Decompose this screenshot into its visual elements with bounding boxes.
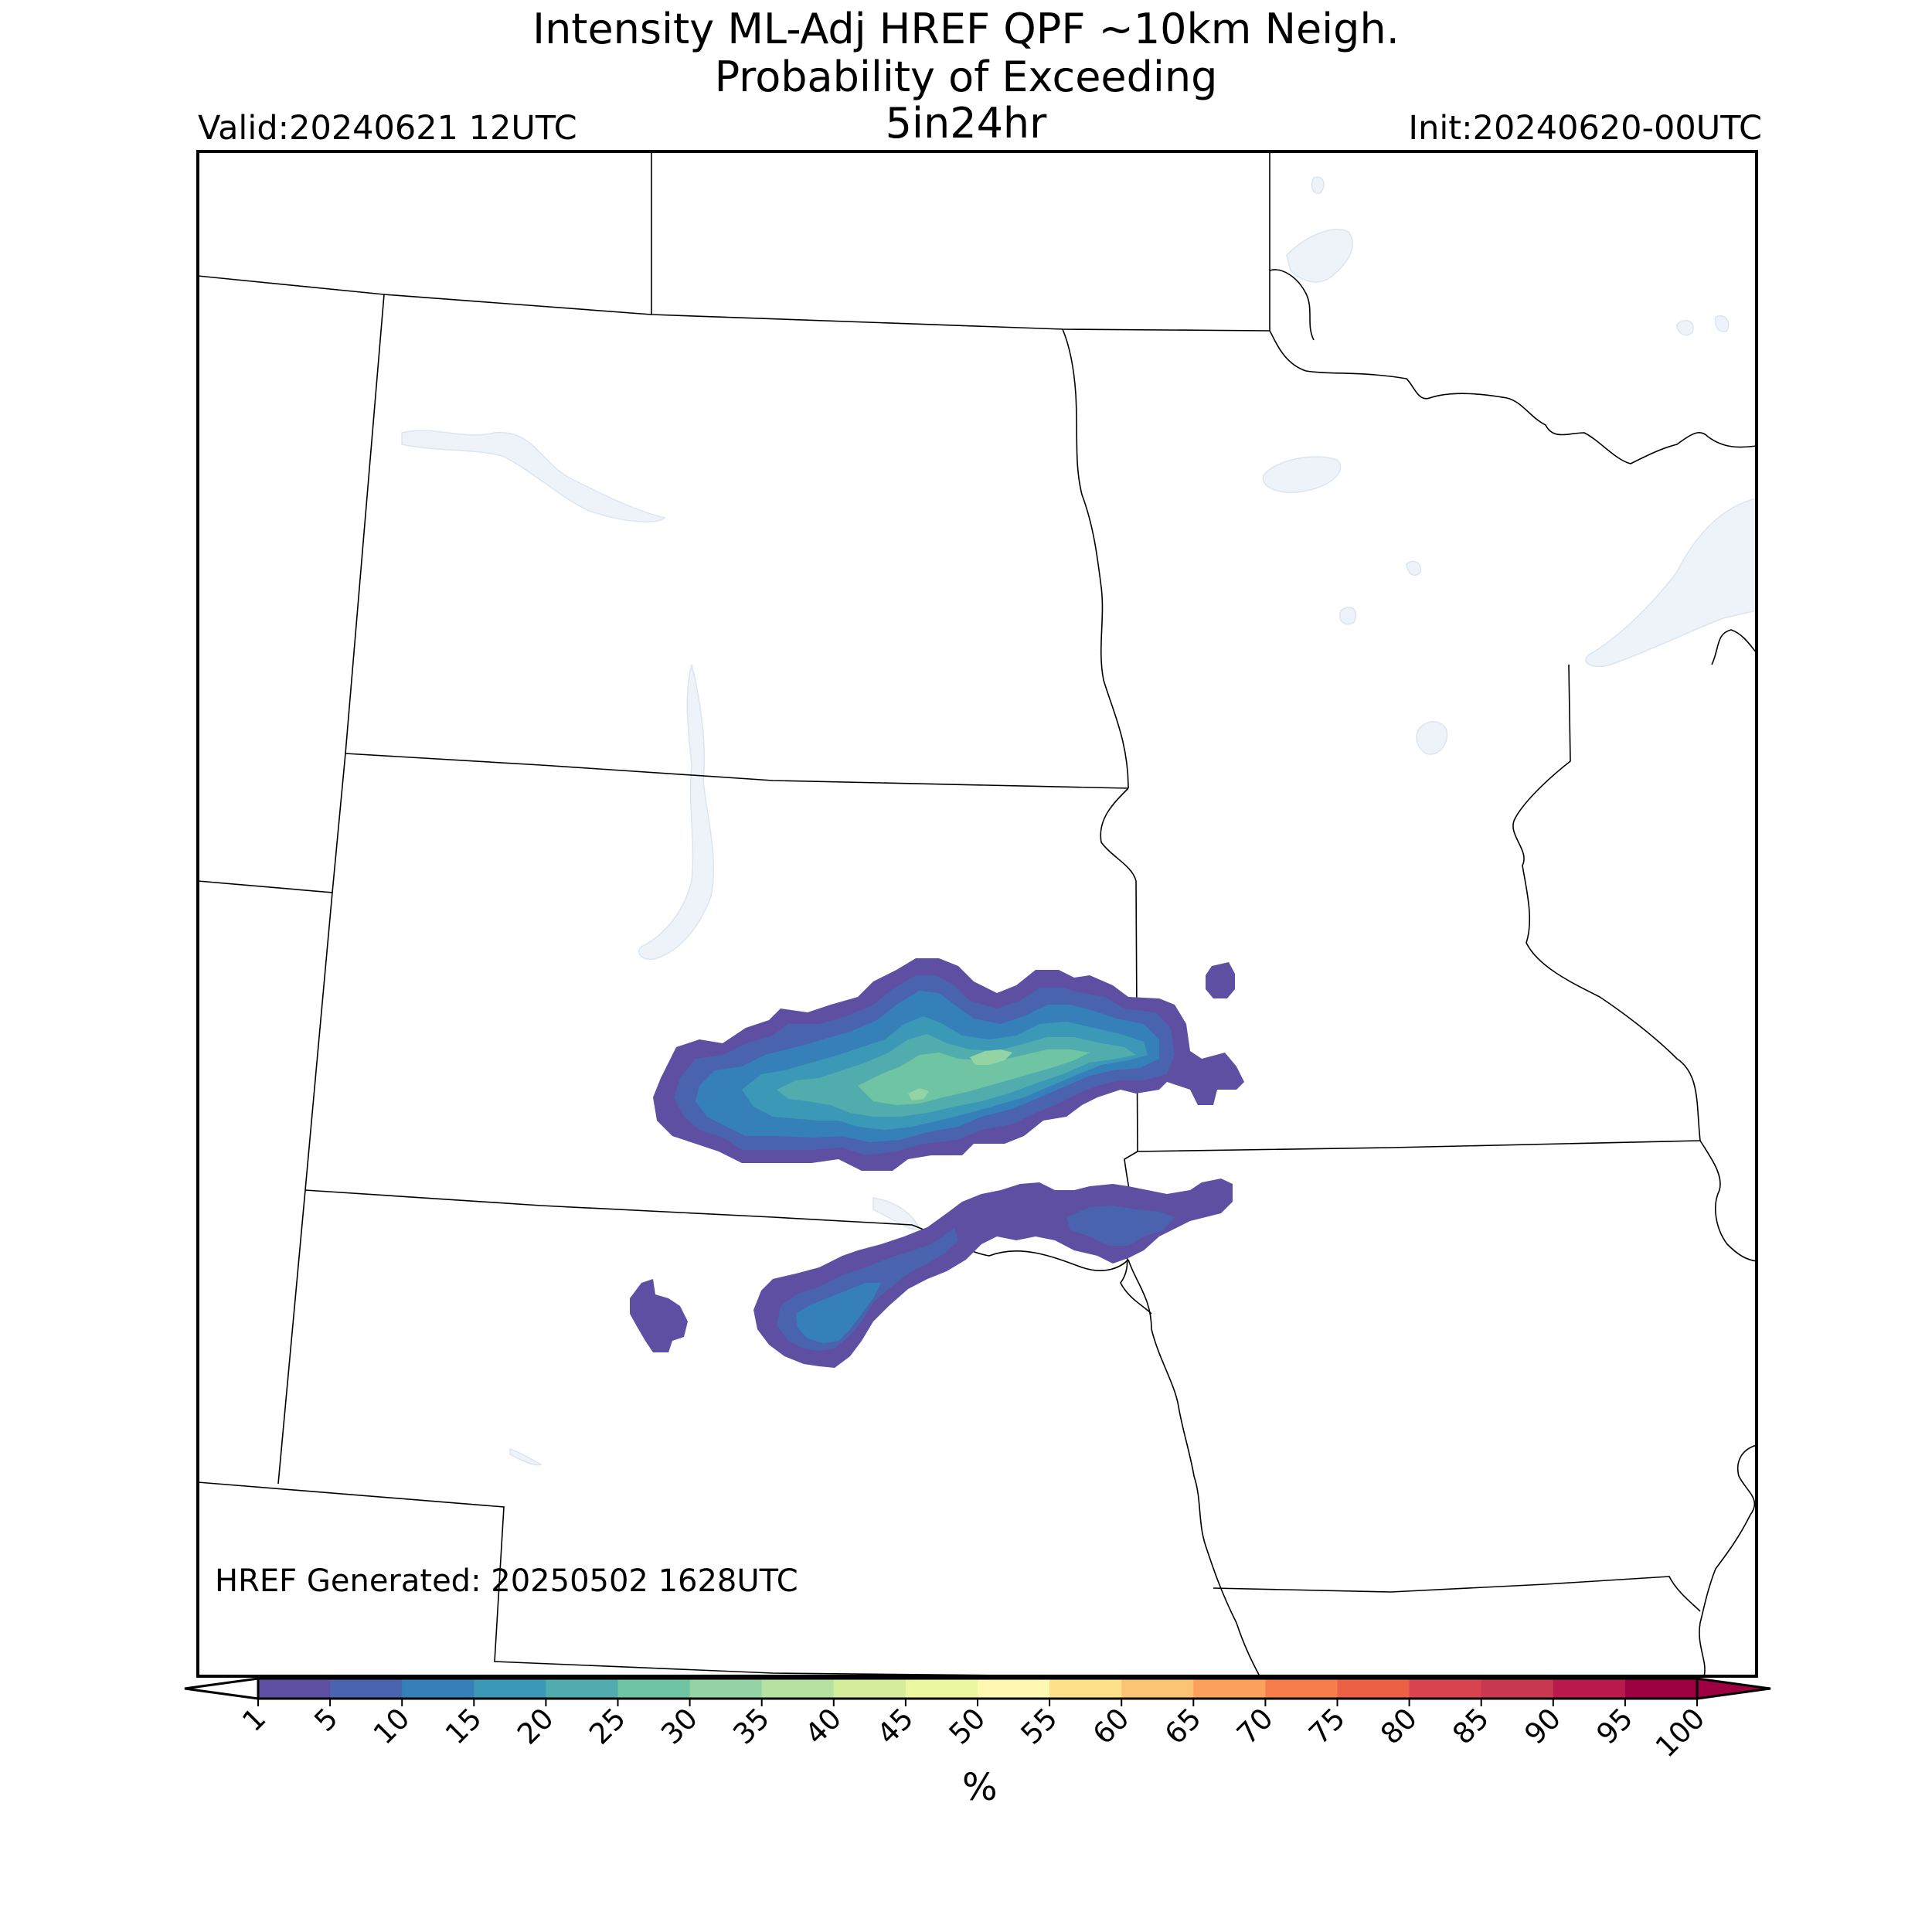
lake-of-the-woods: [1286, 229, 1353, 283]
colorbar-swatch: [761, 1679, 835, 1699]
mille-lacs: [1416, 721, 1448, 755]
colorbar-swatch: [1121, 1679, 1194, 1699]
colorbar-tick-label: 90: [1518, 1702, 1567, 1751]
colorbar-tick-label: 25: [583, 1702, 632, 1751]
map-frame: [196, 150, 1758, 1678]
colorbar-tick-label: 95: [1590, 1702, 1640, 1751]
colorbar-unit: %: [962, 1766, 998, 1809]
colorbar: 1 5 10 15 20 25 30 35 40 45 50 55 60 65 70 75 80 85 90 95 10…: [184, 1677, 1771, 1764]
colorbar-tick-label: 80: [1374, 1702, 1423, 1751]
northern-band-30pct: [970, 1049, 1012, 1065]
colorbar-extend-high: [1696, 1677, 1771, 1700]
colorbar-tick-label: 45: [871, 1702, 920, 1751]
mn-small-lakes: [1311, 176, 1730, 625]
colorbar-tick-label: 70: [1230, 1702, 1280, 1751]
colorbar-swatch: [617, 1679, 691, 1699]
colorbar-swatch: [1409, 1679, 1482, 1699]
probability-field: [630, 958, 1244, 1368]
colorbar-tick-label: 85: [1446, 1702, 1495, 1751]
colorbar-swatch: [1265, 1679, 1338, 1699]
lake-oahe: [638, 664, 715, 960]
colorbar-tick-label: 10: [367, 1702, 417, 1751]
colorbar-tick-label: 65: [1158, 1702, 1208, 1751]
lake-superior: [1585, 498, 1757, 668]
colorbar-swatch: [1193, 1679, 1266, 1699]
colorbar-tick-label: 5: [308, 1702, 344, 1738]
colorbar-tick-label: 1: [236, 1702, 272, 1738]
state-borders: [198, 151, 1757, 1676]
colorbar-swatch: [546, 1679, 618, 1699]
colorbar-swatch: [689, 1679, 763, 1699]
western-cell: [630, 1279, 688, 1352]
colorbar-tick-label: 50: [943, 1702, 992, 1751]
lewis-clark-lake: [872, 1197, 921, 1230]
colorbar-tick-label: 15: [439, 1702, 488, 1751]
colorbar-swatch: [474, 1679, 546, 1699]
colorbar-swatch: [1553, 1679, 1626, 1699]
colorbar-swatch: [1049, 1679, 1122, 1699]
northeast-cell: [1206, 962, 1235, 998]
colorbar-tick-label: 55: [1015, 1702, 1064, 1751]
colorbar-swatch: [978, 1679, 1050, 1699]
southern-band-5pct-b: [1066, 1206, 1175, 1246]
colorbar-swatch: [258, 1679, 331, 1699]
colorbar-swatch: [833, 1679, 906, 1699]
title-line-2: Probability of Exceeding: [714, 53, 1218, 101]
valid-time: Valid:20240621 12UTC: [198, 109, 577, 148]
colorbar-swatch: [1337, 1679, 1410, 1699]
colorbar-swatch: [905, 1679, 978, 1699]
colorbar-swatch: [1481, 1679, 1554, 1699]
basemap: [198, 151, 1757, 1676]
northern-band-30pct-b: [908, 1088, 929, 1100]
lake-sakakawea: [401, 430, 666, 522]
threshold-label: 5in24hr: [885, 99, 1047, 148]
upper-red-lake: [1262, 456, 1342, 494]
generated-label: HREF Generated: 20250502 1628UTC: [215, 1563, 798, 1599]
colorbar-tick-label: 30: [655, 1702, 704, 1751]
colorbar-swatch: [330, 1679, 403, 1699]
init-time: Init:20240620-00UTC: [1408, 109, 1762, 148]
colorbar-tick-label: 100: [1649, 1702, 1711, 1764]
colorbar-tick-label: 40: [798, 1702, 848, 1751]
colorbar-tick-label: 60: [1087, 1702, 1136, 1751]
southern-band-10pct: [796, 1283, 881, 1343]
title-line-1: Intensity ML-Adj HREF QPF ~10km Neigh.: [532, 5, 1400, 53]
colorbar-swatch: [402, 1679, 474, 1699]
colorbar-tick-label: 20: [511, 1702, 560, 1751]
colorbar-swatch: [1624, 1679, 1698, 1699]
colorbar-tick-label: 75: [1302, 1702, 1352, 1751]
colorbar-tick-label: 35: [726, 1702, 776, 1751]
central-valley-reservoir: [509, 1447, 543, 1466]
colorbar-extend-low: [184, 1677, 260, 1700]
